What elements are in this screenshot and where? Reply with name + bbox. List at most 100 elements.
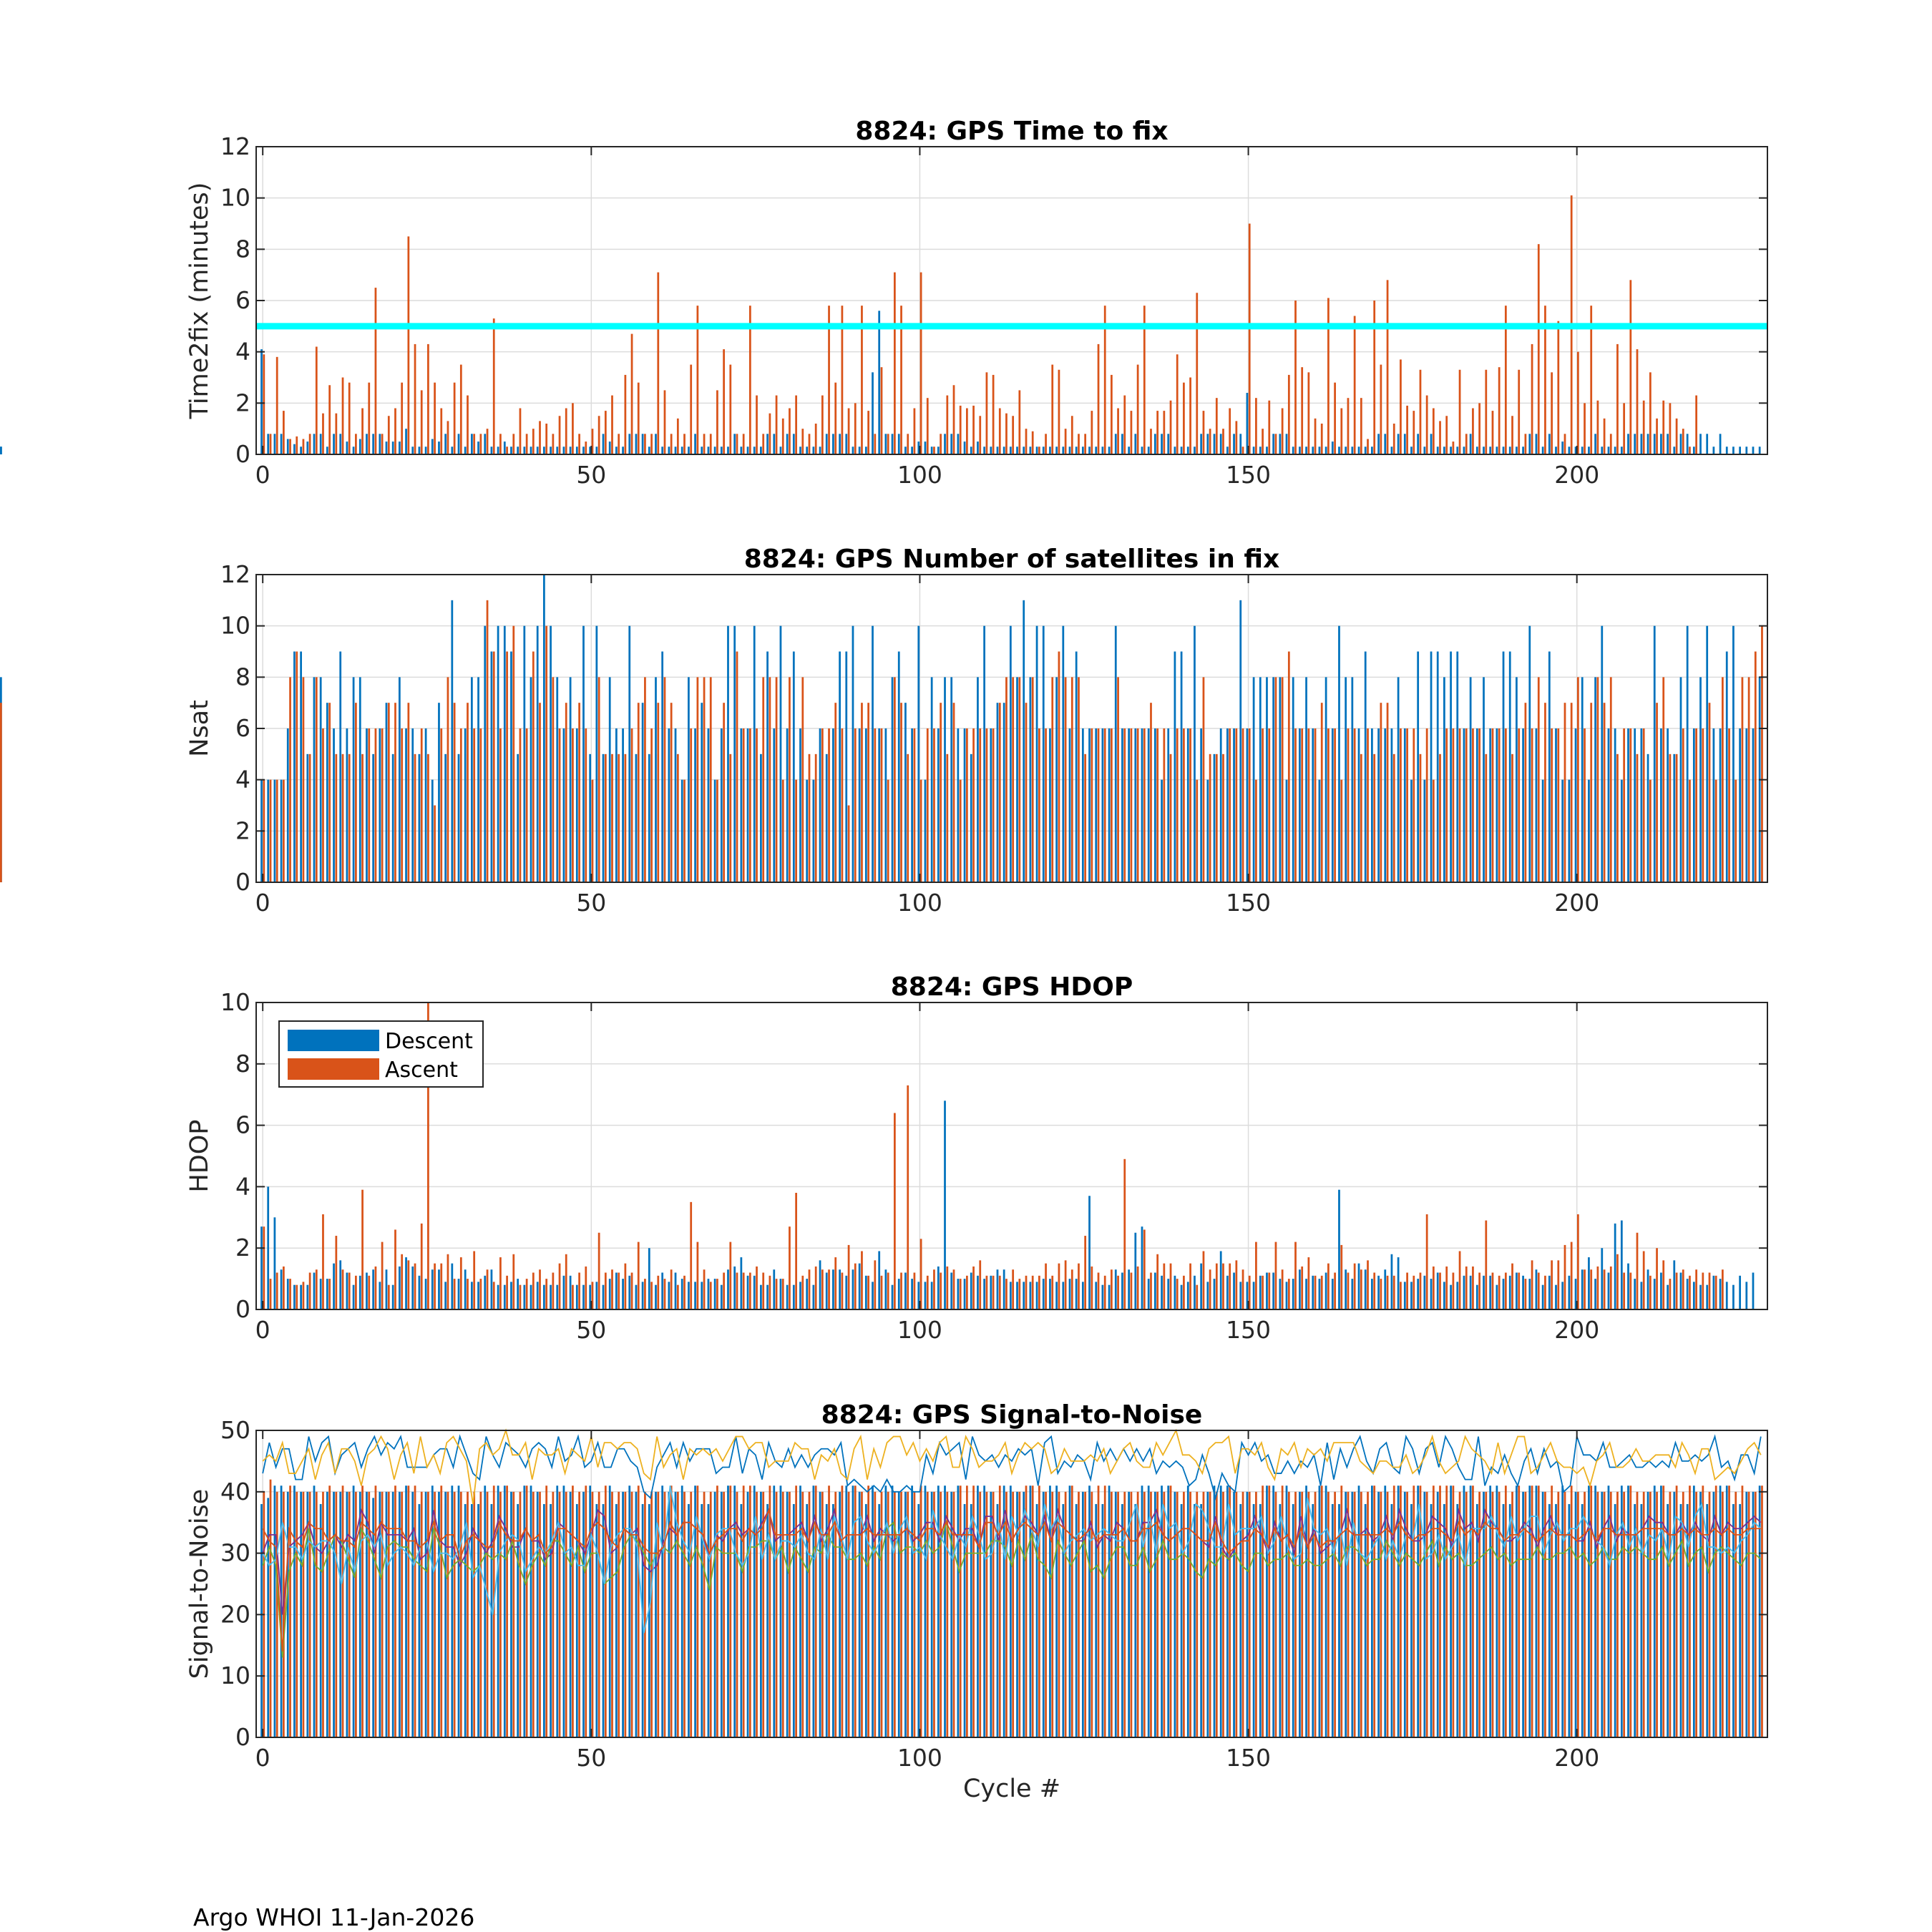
- ascent-bar: [1524, 1279, 1527, 1309]
- ascent-bar: [1504, 1485, 1507, 1737]
- ascent-bar: [604, 411, 607, 454]
- ascent-bar: [1445, 728, 1448, 882]
- ascent-bar: [308, 1272, 311, 1309]
- descent-bar: [1574, 447, 1577, 454]
- ascent-bar: [545, 424, 548, 454]
- ascent-bar: [742, 1485, 745, 1737]
- ascent-bar: [1491, 728, 1494, 882]
- descent-bar: [766, 434, 769, 454]
- descent-bar: [1673, 753, 1676, 882]
- descent-bar: [891, 1485, 894, 1737]
- ascent-bar: [499, 1257, 502, 1309]
- ascent-bar: [1642, 400, 1645, 454]
- descent-bar: [713, 447, 716, 454]
- descent-bar: [418, 1275, 421, 1309]
- descent-bar: [1351, 1491, 1354, 1737]
- descent-bar: [1345, 447, 1347, 454]
- ascent-bar: [308, 753, 311, 882]
- descent-bar: [674, 1272, 677, 1309]
- descent-bar: [352, 447, 355, 454]
- ascent-bar: [387, 416, 390, 454]
- ascent-bar: [519, 408, 522, 454]
- descent-bar: [720, 1491, 723, 1737]
- ascent-bar: [1445, 1485, 1448, 1737]
- descent-bar: [1364, 447, 1367, 454]
- descent-bar: [1259, 447, 1262, 454]
- ascent-bar: [795, 779, 798, 882]
- descent-bar: [1016, 1491, 1018, 1737]
- descent-bar: [713, 1279, 716, 1309]
- ascent-bar: [1557, 728, 1560, 882]
- descent-bar: [326, 703, 328, 882]
- descent-bar: [990, 1491, 992, 1737]
- ascent-bar: [1235, 1260, 1238, 1309]
- ascent-bar: [1078, 1263, 1080, 1309]
- descent-bar: [990, 447, 992, 454]
- ascent-bar: [1669, 1491, 1672, 1737]
- descent-bar: [825, 753, 828, 882]
- descent-bar: [1299, 1491, 1301, 1737]
- ascent-bar: [1097, 728, 1100, 882]
- descent-bar: [661, 651, 664, 882]
- descent-bar: [852, 1485, 854, 1737]
- ascent-bar: [946, 1491, 949, 1737]
- ascent-bar: [1524, 434, 1527, 454]
- descent-bar: [1390, 1254, 1393, 1309]
- descent-bar: [333, 1263, 335, 1309]
- ascent-bar: [775, 1491, 778, 1737]
- ascent-bar: [440, 408, 443, 454]
- ascent-bar: [1452, 1485, 1455, 1737]
- descent-bar: [872, 625, 874, 882]
- descent-bar: [477, 677, 479, 882]
- ascent-bar: [867, 703, 870, 882]
- descent-bar: [1535, 434, 1538, 454]
- ascent-bar: [420, 1223, 423, 1309]
- ascent-bar: [1169, 400, 1172, 454]
- ascent-bar: [467, 395, 469, 454]
- ascent-bar: [900, 306, 902, 454]
- descent-bar: [852, 447, 854, 454]
- descent-bar: [339, 434, 342, 454]
- descent-bar: [543, 447, 545, 454]
- ascent-bar: [1373, 301, 1376, 454]
- ascent-bar: [1287, 651, 1290, 882]
- ascent-bar: [1425, 1491, 1428, 1737]
- y-tick-label: 6: [235, 714, 250, 742]
- descent-bar: [1035, 447, 1038, 454]
- descent-bar: [904, 1272, 907, 1309]
- descent-bar: [1516, 447, 1518, 454]
- ascent-bar: [663, 1279, 666, 1309]
- descent-bar: [1640, 1503, 1643, 1737]
- descent-bar: [970, 753, 972, 882]
- ascent-bar: [1425, 728, 1428, 882]
- descent-bar: [701, 447, 703, 454]
- descent-bar: [1469, 1485, 1472, 1737]
- descent-bar: [1423, 447, 1426, 454]
- ascent-bar: [1248, 728, 1251, 882]
- descent-bar: [891, 1284, 894, 1309]
- descent-bar: [1049, 447, 1051, 454]
- descent-bar: [1692, 1485, 1695, 1737]
- ascent-bar: [1301, 1491, 1304, 1737]
- x-tick-label: 150: [1226, 1744, 1271, 1772]
- ascent-bar: [907, 434, 909, 454]
- descent-bar: [372, 1269, 375, 1309]
- descent-bar: [674, 447, 677, 454]
- ascent-bar: [1386, 1491, 1389, 1737]
- descent-bar: [674, 1491, 677, 1737]
- ascent-bar: [801, 1491, 804, 1737]
- descent-bar: [897, 434, 900, 454]
- ascent-bar: [1005, 1279, 1008, 1309]
- ascent-bar: [1557, 321, 1560, 454]
- descent-bar: [1679, 1272, 1682, 1309]
- descent-bars: [260, 1101, 1755, 1309]
- descent-bar: [1397, 677, 1400, 882]
- descent-bar: [1324, 1485, 1327, 1737]
- ascent-bar: [1130, 411, 1133, 454]
- ascent-bar: [275, 356, 278, 454]
- descent-bar: [319, 1279, 322, 1309]
- ascent-bar: [683, 1491, 686, 1737]
- ascent-bar: [1649, 1491, 1652, 1737]
- descent-bar: [733, 1485, 736, 1737]
- descent-bar: [996, 703, 999, 882]
